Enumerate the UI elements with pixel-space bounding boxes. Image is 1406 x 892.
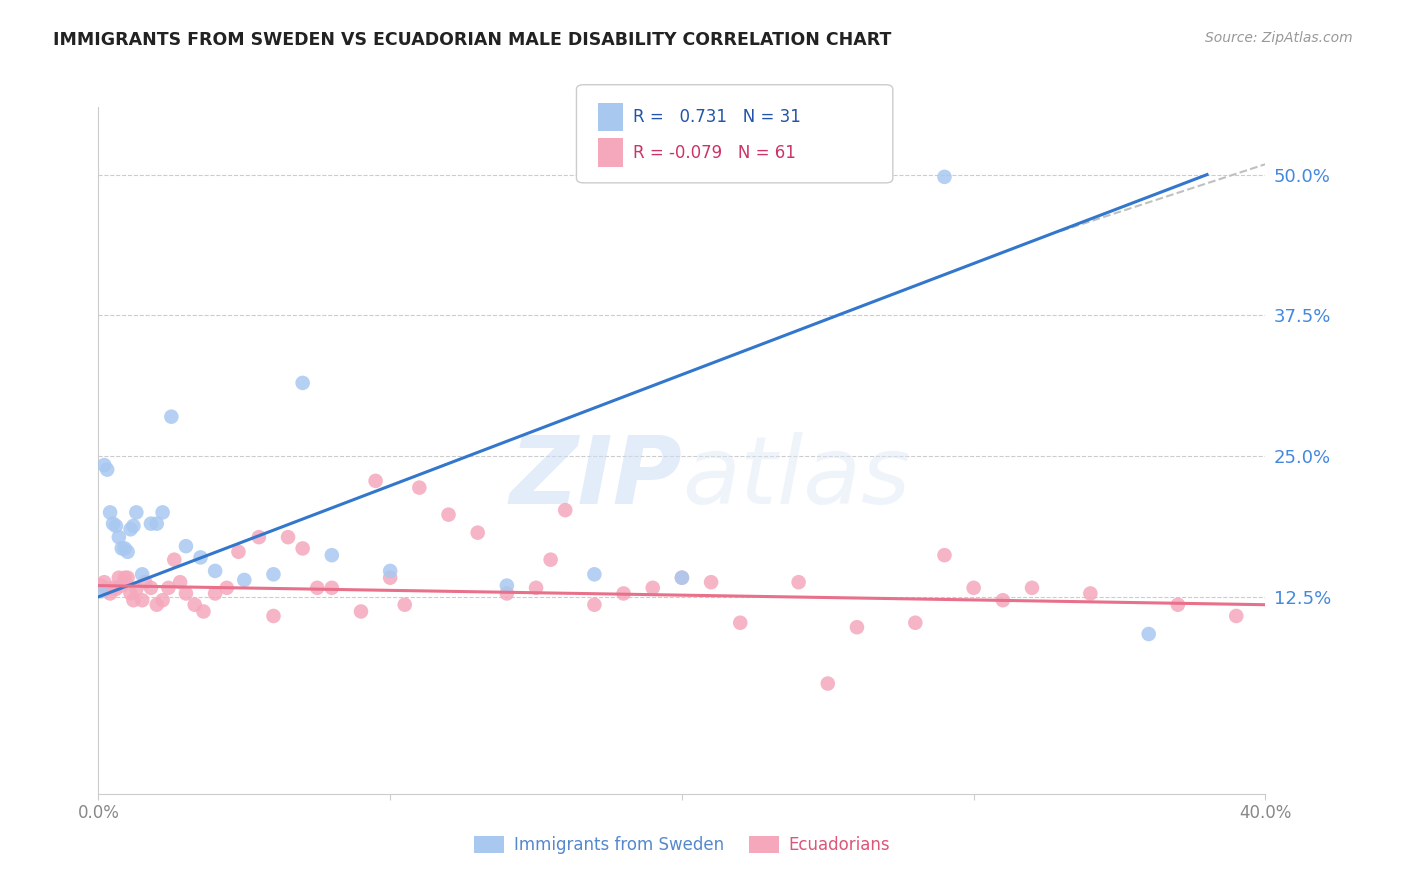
Point	[139, 581, 162, 595]
Point	[277, 530, 299, 544]
Point	[641, 581, 664, 595]
Point	[934, 169, 956, 184]
Point	[204, 586, 226, 600]
Point	[730, 615, 752, 630]
Point	[125, 582, 148, 596]
Point	[146, 598, 169, 612]
Legend: Immigrants from Sweden, Ecuadorians: Immigrants from Sweden, Ecuadorians	[467, 830, 897, 861]
Point	[496, 578, 519, 592]
Point	[108, 530, 131, 544]
Point	[496, 586, 519, 600]
Point	[962, 581, 984, 595]
Text: IMMIGRANTS FROM SWEDEN VS ECUADORIAN MALE DISABILITY CORRELATION CHART: IMMIGRANTS FROM SWEDEN VS ECUADORIAN MAL…	[53, 31, 891, 49]
Point	[262, 609, 284, 624]
Point	[98, 505, 121, 519]
Point	[934, 548, 956, 562]
Point	[554, 503, 576, 517]
Point	[350, 605, 373, 619]
Text: R = -0.079   N = 61: R = -0.079 N = 61	[633, 144, 796, 161]
Point	[146, 516, 169, 531]
Point	[163, 552, 186, 566]
Point	[408, 481, 430, 495]
Point	[307, 581, 329, 595]
Point	[101, 581, 124, 595]
Point	[183, 598, 205, 612]
Point	[787, 575, 810, 590]
Point	[160, 409, 183, 424]
Point	[111, 578, 134, 592]
Point	[1021, 581, 1043, 595]
Point	[204, 564, 226, 578]
Point	[193, 605, 215, 619]
Point	[114, 541, 136, 556]
Point	[152, 593, 174, 607]
Point	[380, 571, 402, 585]
Point	[671, 571, 693, 585]
Point	[612, 586, 634, 600]
Point	[437, 508, 460, 522]
Point	[96, 462, 118, 476]
Point	[111, 541, 134, 556]
Point	[114, 571, 136, 585]
Point	[93, 575, 115, 590]
Point	[120, 522, 142, 536]
Point	[524, 581, 547, 595]
Point	[1225, 609, 1247, 624]
Point	[152, 505, 174, 519]
Point	[104, 519, 127, 533]
Point	[671, 571, 693, 585]
Point	[108, 571, 131, 585]
Point	[125, 505, 148, 519]
Text: ZIP: ZIP	[509, 432, 682, 524]
Point	[540, 552, 562, 566]
Point	[122, 519, 145, 533]
Point	[131, 593, 153, 607]
Point	[1167, 598, 1189, 612]
Text: Source: ZipAtlas.com: Source: ZipAtlas.com	[1205, 31, 1353, 45]
Point	[291, 541, 314, 556]
Point	[104, 582, 127, 596]
Point	[321, 581, 343, 595]
Point	[846, 620, 869, 634]
Point	[169, 575, 191, 590]
Point	[321, 548, 343, 562]
Point	[467, 525, 489, 540]
Point	[117, 545, 139, 559]
Point	[583, 567, 606, 582]
Point	[364, 474, 387, 488]
Point	[131, 567, 153, 582]
Point	[174, 586, 197, 600]
Point	[90, 578, 112, 592]
Point	[583, 598, 606, 612]
Point	[262, 567, 284, 582]
Point	[817, 676, 839, 690]
Point	[1137, 627, 1160, 641]
Point	[991, 593, 1014, 607]
Point	[233, 573, 256, 587]
Point	[134, 575, 156, 590]
Point	[139, 516, 162, 531]
Point	[90, 584, 112, 599]
Point	[120, 586, 142, 600]
Point	[1080, 586, 1102, 600]
Point	[157, 581, 180, 595]
Point	[101, 516, 124, 531]
Point	[904, 615, 927, 630]
Point	[174, 539, 197, 553]
Point	[190, 550, 212, 565]
Point	[700, 575, 723, 590]
Point	[93, 458, 115, 472]
Point	[117, 571, 139, 585]
Text: R =   0.731   N = 31: R = 0.731 N = 31	[633, 108, 800, 126]
Point	[394, 598, 416, 612]
Point	[380, 564, 402, 578]
Point	[215, 581, 238, 595]
Point	[122, 593, 145, 607]
Point	[96, 582, 118, 596]
Text: atlas: atlas	[682, 433, 910, 524]
Point	[247, 530, 270, 544]
Point	[228, 545, 250, 559]
Point	[98, 586, 121, 600]
Point	[291, 376, 314, 390]
